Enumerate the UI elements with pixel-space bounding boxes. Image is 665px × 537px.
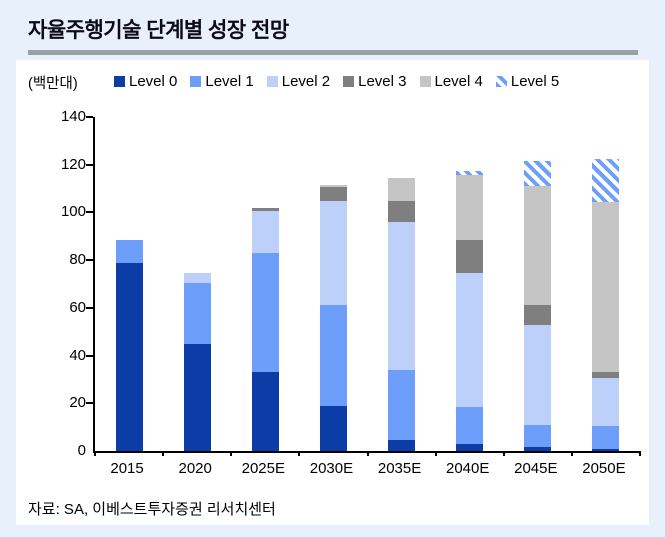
legend-label: Level 5 bbox=[510, 73, 560, 90]
bar-segment-level-0-2015 bbox=[115, 262, 143, 451]
y-axis-tick-label: 80 bbox=[69, 251, 86, 269]
legend-label: Level 1 bbox=[205, 73, 254, 90]
legend-swatch-icon bbox=[266, 76, 278, 87]
x-axis-category-label: 2015 bbox=[110, 460, 144, 477]
chart-legend: Level 0 Level 1 Level 2 Level 3 Level 4 Level… bbox=[114, 73, 559, 90]
title-divider bbox=[28, 50, 638, 55]
x-axis-tick bbox=[94, 451, 96, 456]
bar-segment-level-3-2035E bbox=[388, 200, 416, 222]
x-axis-tick bbox=[434, 451, 437, 456]
bar-segment-level-1-2050E bbox=[592, 425, 620, 449]
y-axis-tick-label: 0 bbox=[77, 442, 86, 459]
bar-segment-level-0-2045E bbox=[524, 447, 552, 451]
bar-segment-level-4-2050E bbox=[592, 201, 620, 373]
y-axis-tick-label: 40 bbox=[69, 346, 86, 364]
legend-swatch-icon bbox=[495, 76, 507, 87]
bar-segment-level-4-2030E bbox=[319, 185, 347, 188]
x-axis-category-label: 2045E bbox=[514, 460, 558, 477]
chart-card: (백만대) Level 0 Level 1 Level 2 Level 3 Level … bbox=[16, 60, 649, 525]
legend-item-level-3: Level 3 bbox=[343, 73, 407, 90]
bar-segment-level-5-2050E bbox=[592, 158, 620, 202]
x-axis-tick bbox=[570, 451, 573, 456]
bar-segment-level-1-2045E bbox=[524, 424, 552, 448]
y-axis-tick-label: 60 bbox=[69, 298, 86, 316]
bar-segment-level-3-2045E bbox=[524, 305, 552, 325]
y-axis-tick-label: 140 bbox=[60, 108, 86, 125]
x-axis-tick bbox=[162, 451, 165, 456]
legend-item-level-4: Level 4 bbox=[419, 73, 483, 90]
bar-segment-level-2-2035E bbox=[388, 221, 416, 370]
plot-area bbox=[86, 116, 641, 456]
bar-segment-level-4-2035E bbox=[388, 177, 416, 201]
bar-segment-level-1-2035E bbox=[388, 369, 416, 441]
x-axis-category-label: 2025E bbox=[241, 460, 285, 477]
legend-item-level-1: Level 1 bbox=[190, 73, 254, 90]
bar-segment-level-2-2020 bbox=[183, 273, 211, 283]
y-axis-tick bbox=[86, 306, 93, 309]
bar-segment-level-0-2035E bbox=[388, 440, 416, 451]
y-axis-labels: 0 20 40 60 80 100 120 140 bbox=[24, 108, 86, 459]
legend-item-level-5: Level 5 bbox=[495, 73, 560, 90]
x-axis-category-label: 2050E bbox=[582, 460, 626, 477]
bar-segment-level-1-2025E bbox=[251, 253, 279, 373]
bar-segment-level-3-2040E bbox=[456, 239, 484, 274]
y-axis-tick-label: 100 bbox=[60, 203, 86, 221]
bar-segment-level-0-2020 bbox=[183, 343, 211, 451]
y-axis-tick bbox=[86, 163, 93, 166]
bar-segment-level-2-2045E bbox=[524, 324, 552, 425]
x-axis-tick bbox=[639, 451, 641, 456]
bar-segment-level-2-2030E bbox=[319, 200, 347, 306]
bar-segment-level-0-2050E bbox=[592, 448, 620, 451]
legend-swatch-icon bbox=[190, 76, 202, 87]
bar-segment-level-0-2025E bbox=[251, 372, 279, 451]
legend-item-level-0: Level 0 bbox=[114, 73, 177, 90]
bar-segment-level-1-2020 bbox=[183, 282, 211, 344]
bar-segment-level-4-2040E bbox=[456, 175, 484, 240]
x-axis-tick bbox=[230, 451, 233, 456]
y-axis-tick bbox=[86, 354, 93, 357]
page-title: 자율주행기술 단계별 성장 전망 bbox=[28, 19, 289, 42]
x-axis-category-label: 2035E bbox=[377, 460, 422, 477]
y-axis-tick-label: 20 bbox=[69, 394, 86, 412]
y-axis-tick bbox=[86, 116, 93, 118]
legend-swatch-icon bbox=[343, 76, 355, 87]
bar-segment-level-3-2025E bbox=[251, 207, 279, 212]
bar-segment-level-2-2050E bbox=[592, 378, 620, 426]
bar-segment-level-4-2045E bbox=[524, 186, 552, 306]
bar-segment-level-3-2050E bbox=[592, 372, 620, 379]
source-note: 자료: SA, 이베스트투자증권 리서치센터 bbox=[28, 501, 276, 518]
bar-segment-level-1-2040E bbox=[456, 406, 484, 444]
x-axis-tick bbox=[502, 451, 505, 456]
bar-segment-level-2-2040E bbox=[456, 273, 484, 407]
bar-segment-level-0-2030E bbox=[319, 405, 347, 451]
y-axis-tick bbox=[86, 259, 93, 262]
legend-item-level-2: Level 2 bbox=[266, 73, 331, 90]
legend-label: Level 2 bbox=[281, 73, 331, 90]
y-axis-tick bbox=[86, 211, 93, 214]
legend-swatch-icon bbox=[419, 76, 431, 87]
x-axis-labels: 2015 2020 2025E 2030E 2035E 2040E 2045E 2050E bbox=[93, 460, 638, 477]
legend-swatch-icon bbox=[114, 76, 125, 87]
bar-segment-level-5-2045E bbox=[524, 161, 552, 187]
bar-segment-level-1-2030E bbox=[319, 305, 347, 406]
bar-segment-level-3-2030E bbox=[319, 187, 347, 201]
x-axis-tick bbox=[366, 451, 369, 456]
bar-segment-level-0-2040E bbox=[456, 443, 484, 451]
y-axis-tick bbox=[86, 402, 93, 405]
y-axis-unit-label: (백만대) bbox=[28, 76, 78, 92]
legend-label: Level 4 bbox=[434, 73, 483, 90]
legend-label: Level 3 bbox=[358, 73, 407, 90]
bar-segment-level-5-2040E bbox=[456, 170, 484, 176]
legend-label: Level 0 bbox=[129, 73, 178, 90]
bar-segment-level-1-2015 bbox=[115, 239, 143, 263]
x-axis-tick bbox=[298, 451, 301, 456]
x-axis-category-label: 2030E bbox=[309, 460, 354, 477]
x-axis-category-label: 2020 bbox=[178, 460, 212, 477]
y-axis-tick-label: 120 bbox=[60, 155, 86, 173]
bar-segment-level-2-2025E bbox=[251, 211, 279, 253]
x-axis-category-label: 2040E bbox=[446, 460, 490, 477]
